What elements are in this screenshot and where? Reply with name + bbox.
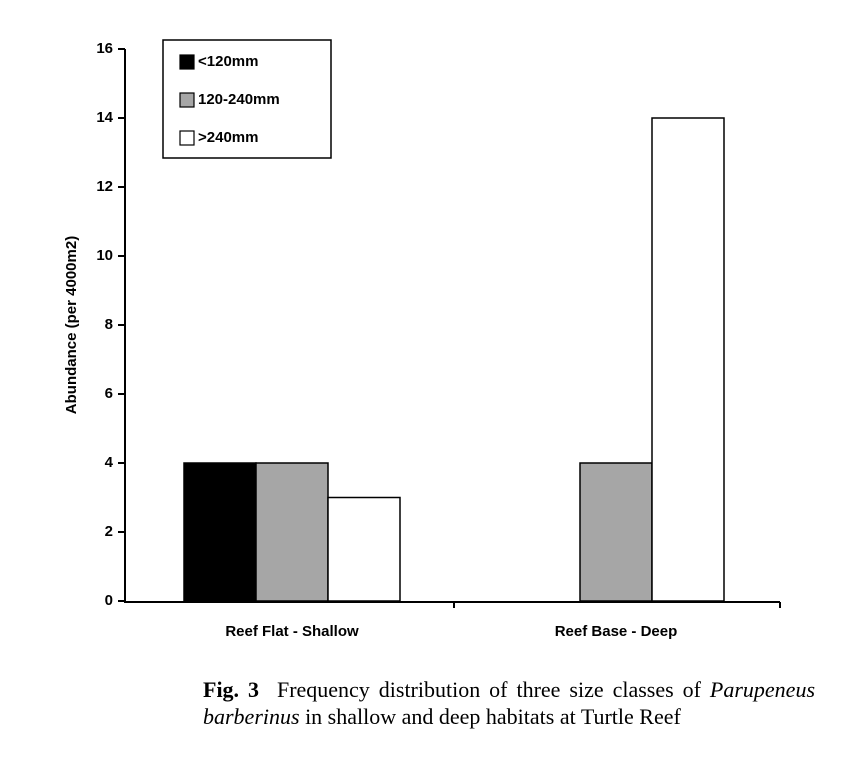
y-tick-label: 4 bbox=[105, 454, 114, 471]
legend-label: >240mm bbox=[198, 129, 258, 146]
y-tick-label: 2 bbox=[105, 523, 113, 540]
legend-swatch bbox=[179, 54, 195, 70]
bar bbox=[255, 462, 329, 602]
y-tick-label: 0 bbox=[105, 592, 113, 609]
y-tick-label: 12 bbox=[96, 178, 113, 195]
bar bbox=[651, 117, 725, 602]
x-tick-label: Reef Base - Deep bbox=[555, 623, 678, 640]
bar bbox=[183, 462, 257, 602]
y-tick-label: 14 bbox=[96, 109, 113, 126]
legend-label: <120mm bbox=[198, 53, 258, 70]
y-axis-label: Abundance (per 4000m2) bbox=[63, 236, 80, 414]
caption-text: Frequency distribution of three size cla… bbox=[276, 677, 701, 702]
caption-text: in shallow and deep habitats at Turtle R… bbox=[305, 704, 681, 729]
caption-species: Parupeneus barberinus bbox=[203, 677, 816, 729]
legend-label: 120-240mm bbox=[198, 91, 280, 108]
x-tick-label: Reef Flat - Shallow bbox=[225, 623, 359, 640]
y-tick-label: 6 bbox=[105, 385, 113, 402]
legend-swatch bbox=[179, 92, 195, 108]
caption-label: Fig. 3 bbox=[203, 677, 260, 702]
bar bbox=[579, 462, 653, 602]
caption: Fig. 3 Frequency distribution of three s… bbox=[203, 676, 815, 730]
y-tick-label: 8 bbox=[105, 316, 113, 333]
legend-swatch bbox=[179, 130, 195, 146]
y-tick-label: 10 bbox=[96, 247, 113, 264]
y-tick-label: 16 bbox=[96, 40, 113, 57]
bar bbox=[327, 496, 401, 602]
chart: Abundance (per 4000m2) 0 2 4 6 8 10 12 14 16 Reef… bbox=[63, 39, 781, 640]
